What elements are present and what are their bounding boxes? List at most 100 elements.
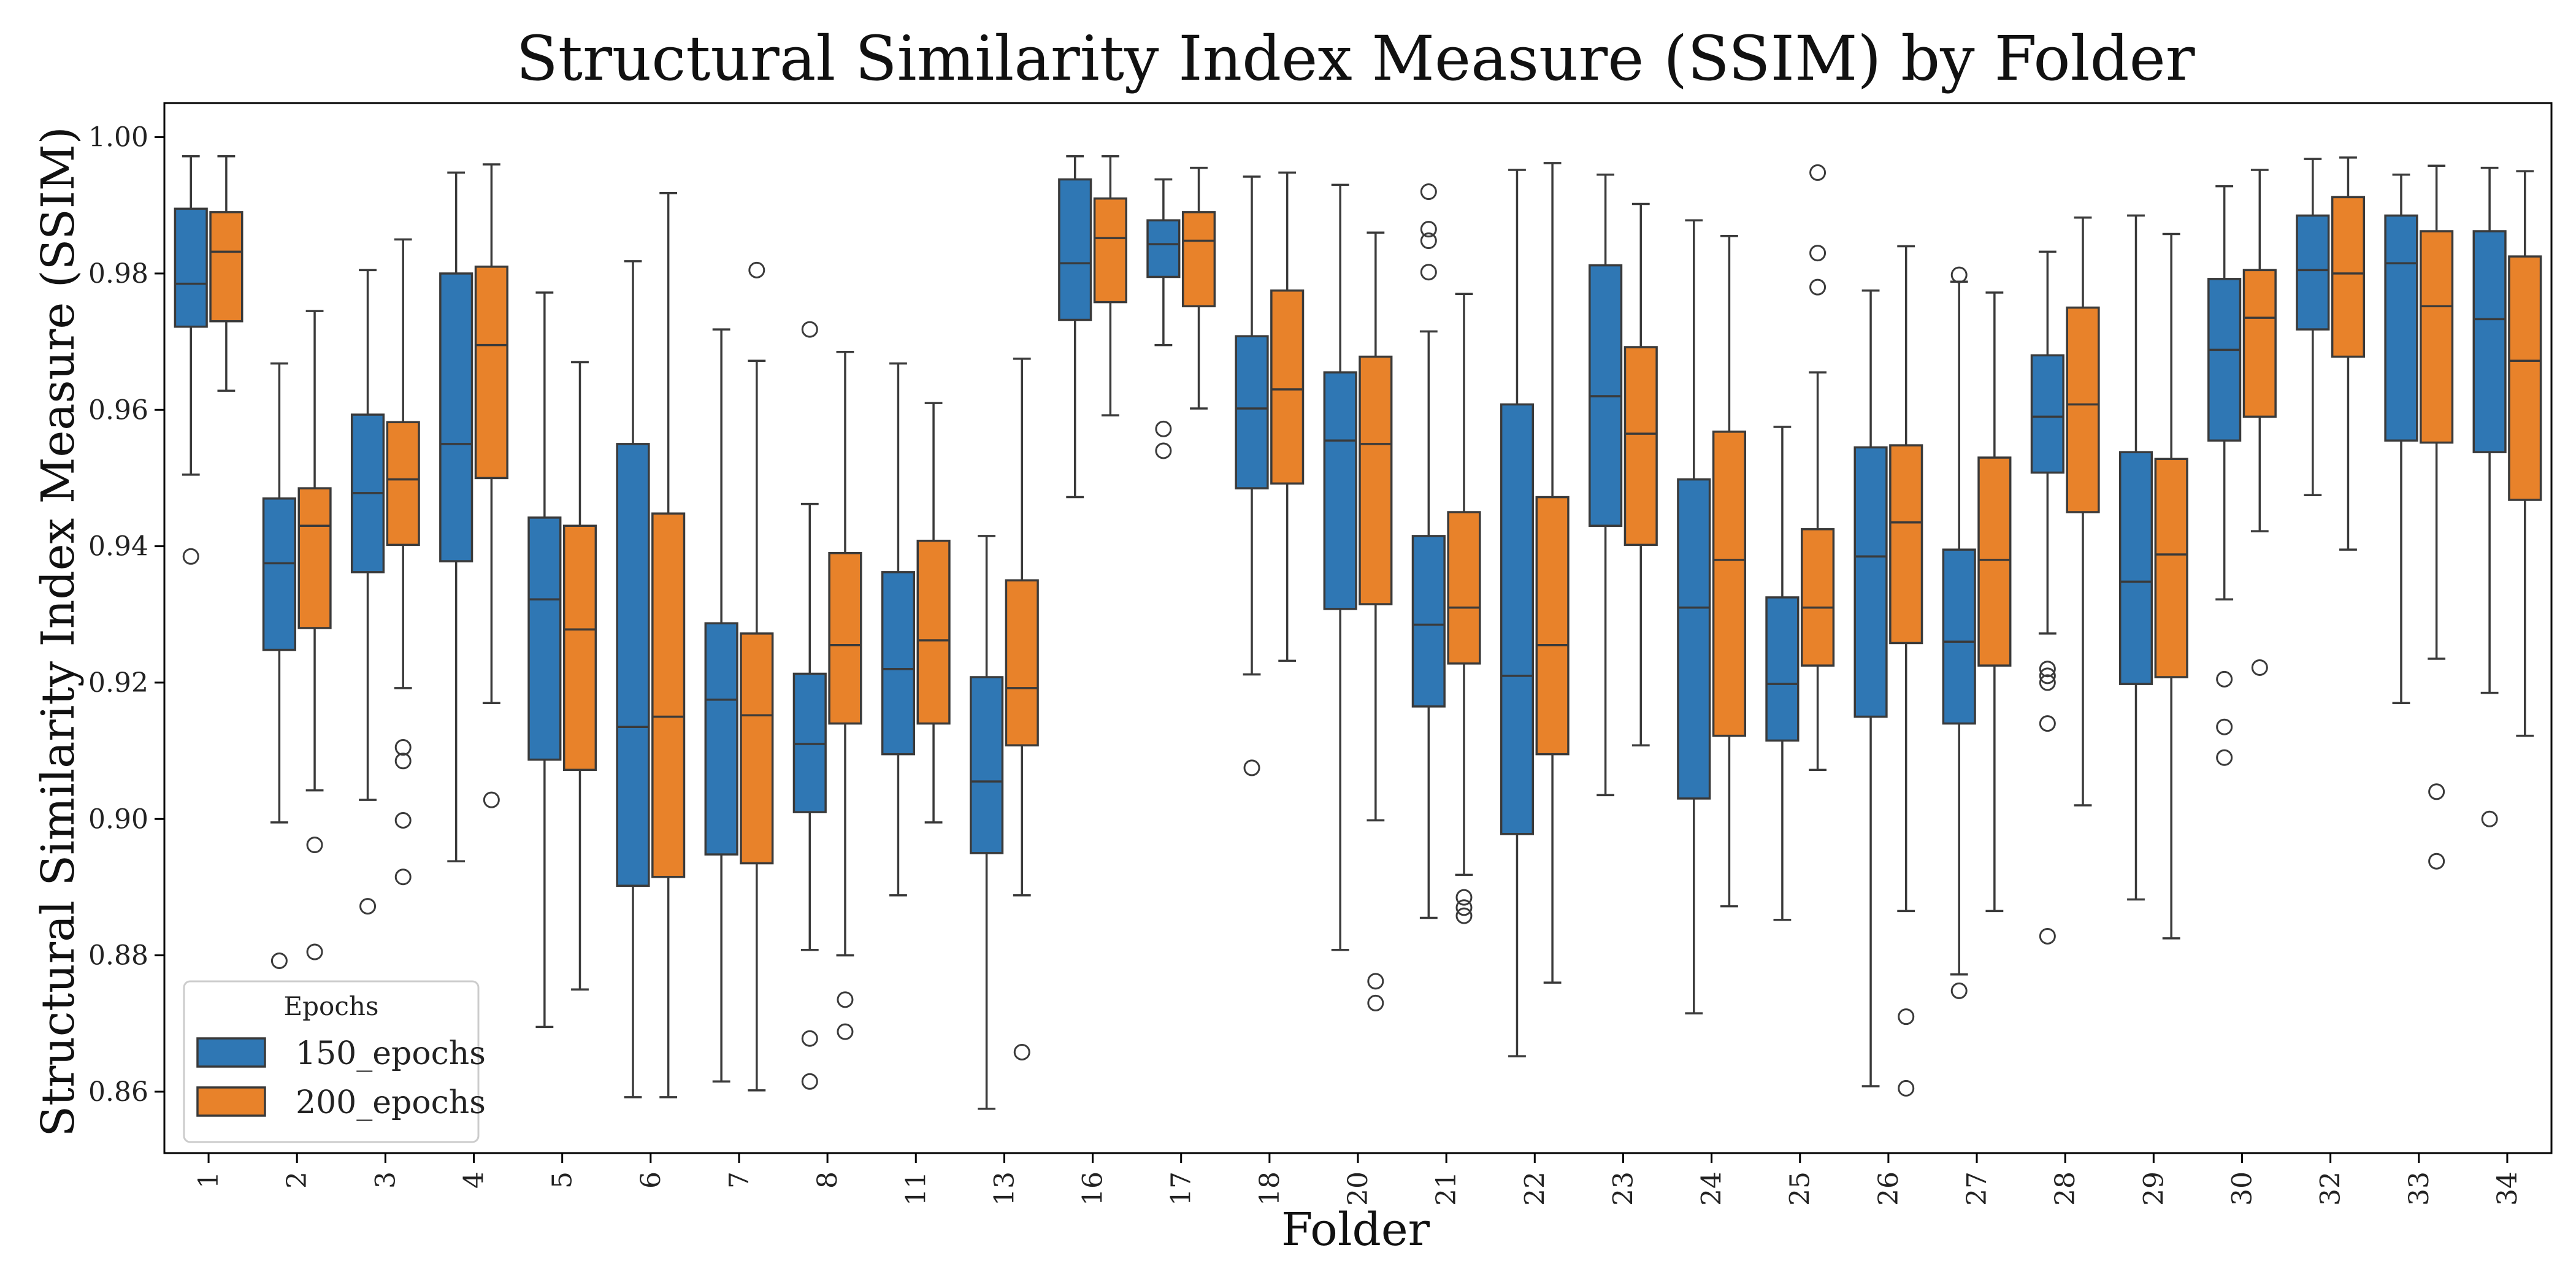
iqr-box: [1447, 511, 1481, 665]
box-200-epochs-folder-28: [2066, 217, 2100, 807]
iqr-box: [1235, 335, 1269, 489]
box-150-epochs-folder-30: [2207, 185, 2242, 766]
x-tick-label-6: 7: [724, 1171, 755, 1189]
outlier-point: [2428, 783, 2445, 800]
box-200-epochs-folder-23: [1623, 202, 1658, 746]
iqr-box: [2118, 451, 2153, 685]
iqr-box: [1005, 579, 1039, 746]
iqr-box: [740, 632, 774, 865]
box-150-epochs-folder-16: [1058, 155, 1092, 499]
iqr-box: [474, 266, 508, 480]
box-200-epochs-folder-29: [2154, 232, 2188, 940]
iqr-box: [439, 272, 473, 562]
outlier-point: [2216, 670, 2233, 688]
x-tick-label-20: 27: [1961, 1171, 1993, 1206]
x-tick-label-17: 24: [1696, 1171, 1728, 1206]
outlier-point: [1420, 264, 1437, 281]
box-200-epochs-folder-33: [2420, 164, 2454, 870]
box-150-epochs-folder-7: [704, 328, 738, 1083]
y-tick-label-7: 1.00: [88, 122, 148, 153]
box-200-epochs-folder-5: [562, 361, 597, 991]
y-tick-label-6: 0.98: [88, 258, 148, 289]
box-150-epochs-folder-1: [174, 155, 208, 565]
outlier-point: [1367, 994, 1384, 1011]
box-150-epochs-folder-3: [350, 269, 385, 915]
iqr-box: [1712, 431, 1747, 737]
iqr-box: [651, 512, 686, 878]
outlier-point: [1950, 266, 1968, 283]
box-200-epochs-folder-26: [1889, 245, 1923, 1097]
y-axis-label: Structural Similarity Index Measure (SSI…: [32, 126, 85, 1137]
outlier-point: [483, 791, 500, 808]
x-tick-label-14: 21: [1431, 1171, 1462, 1206]
iqr-box: [1535, 496, 1570, 756]
outlier-point: [1013, 1043, 1030, 1060]
iqr-box: [1623, 346, 1658, 546]
outlier-point: [2481, 810, 2498, 827]
x-tick-label-21: 28: [2050, 1171, 2081, 1206]
outlier-point: [801, 1073, 818, 1090]
box-150-epochs-folder-34: [2472, 166, 2507, 827]
outlier-point: [2039, 927, 2056, 945]
legend-title: Epochs: [284, 991, 379, 1021]
box-150-epochs-folder-18: [1235, 175, 1269, 776]
x-tick-label-10: 16: [1078, 1171, 1109, 1206]
box-200-epochs-folder-3: [386, 238, 420, 886]
outlier-point: [801, 1030, 818, 1047]
x-tick-label-13: 20: [1343, 1171, 1374, 1206]
outlier-point: [2216, 718, 2233, 735]
outlier-point: [1898, 1079, 1915, 1097]
outlier-point: [359, 898, 377, 915]
iqr-box: [969, 676, 1004, 854]
box-150-epochs-folder-5: [527, 291, 562, 1029]
iqr-box: [704, 622, 738, 856]
y-tick-label-0: 0.86: [88, 1076, 148, 1108]
iqr-box: [2331, 196, 2366, 358]
outlier-point: [1243, 759, 1260, 776]
outlier-point: [837, 991, 854, 1008]
box-200-epochs-folder-18: [1270, 171, 1305, 662]
outlier-point: [1898, 1008, 1915, 1025]
iqr-box: [1093, 197, 1127, 304]
iqr-box: [2154, 458, 2188, 678]
iqr-box: [828, 551, 862, 725]
box-200-epochs-folder-16: [1093, 155, 1127, 416]
iqr-box: [1800, 528, 1835, 667]
box-150-epochs-folder-17: [1146, 178, 1181, 459]
box-200-epochs-folder-24: [1712, 235, 1747, 908]
outlier-point: [2039, 674, 2056, 691]
x-tick-label-1: 2: [282, 1171, 313, 1189]
box-150-epochs-folder-33: [2384, 173, 2418, 705]
outlier-point: [801, 321, 818, 338]
outlier-point: [394, 739, 412, 756]
outlier-point: [394, 811, 412, 829]
x-tick-label-26: 34: [2492, 1171, 2523, 1206]
x-tick-label-5: 6: [635, 1171, 667, 1189]
box-150-epochs-folder-21: [1411, 183, 1446, 919]
box-150-epochs-folder-13: [969, 535, 1004, 1110]
iqr-box: [562, 524, 597, 771]
outlier-point: [1420, 221, 1437, 238]
iqr-box: [1323, 371, 1357, 610]
iqr-box: [209, 211, 243, 323]
box-200-epochs-folder-13: [1005, 358, 1039, 1060]
iqr-box: [1411, 535, 1446, 708]
box-150-epochs-folder-22: [1500, 169, 1535, 1057]
x-tick-label-19: 26: [1873, 1171, 1904, 1206]
iqr-box: [2508, 255, 2542, 501]
legend-swatch-200-epochs: [196, 1086, 266, 1117]
outlier-point: [1155, 442, 1172, 459]
box-200-epochs-folder-25: [1800, 164, 1835, 771]
legend-swatch-150-epochs: [196, 1037, 266, 1068]
x-tick-label-22: 29: [2138, 1171, 2169, 1206]
iqr-box: [2384, 214, 2418, 442]
iqr-box: [1146, 219, 1181, 278]
iqr-box: [2207, 278, 2242, 442]
x-tick-label-25: 33: [2404, 1171, 2435, 1206]
iqr-box: [262, 497, 296, 651]
legend-label-200-epochs: 200_epochs: [296, 1084, 486, 1121]
iqr-box: [2242, 269, 2277, 418]
plot-frame: [163, 102, 2553, 1154]
outlier-point: [1809, 245, 1827, 262]
y-tick-label-5: 0.96: [88, 394, 148, 426]
